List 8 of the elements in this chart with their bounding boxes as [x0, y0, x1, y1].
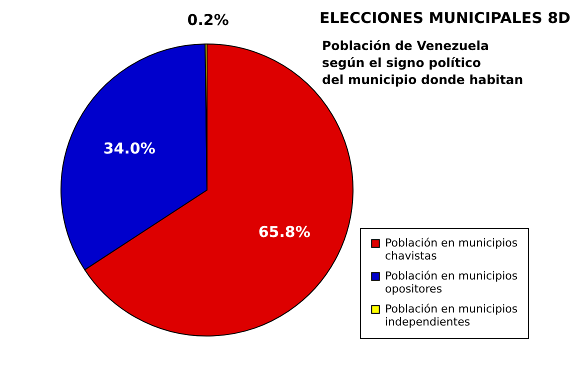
data-label: 65.8% [258, 222, 310, 241]
legend-label: Población en municipios opositores [385, 270, 518, 296]
chart-title: ELECCIONES MUNICIPALES 8D [319, 9, 571, 27]
legend-label: Población en municipios chavistas [385, 236, 518, 262]
data-label: 34.0% [103, 140, 156, 158]
data-label: 0.2% [187, 11, 229, 30]
legend-label: Población en municipios independientes [385, 302, 518, 328]
text: Población de Venezuela según el signo político del municipio donde habitan [322, 38, 524, 87]
